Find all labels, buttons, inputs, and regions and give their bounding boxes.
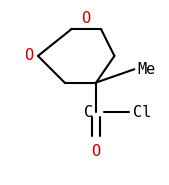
Text: O: O [92,144,101,159]
Text: Cl: Cl [133,105,151,120]
Text: C: C [84,105,93,120]
Text: O: O [24,48,33,63]
Text: Me: Me [138,62,156,77]
Text: O: O [82,11,91,26]
